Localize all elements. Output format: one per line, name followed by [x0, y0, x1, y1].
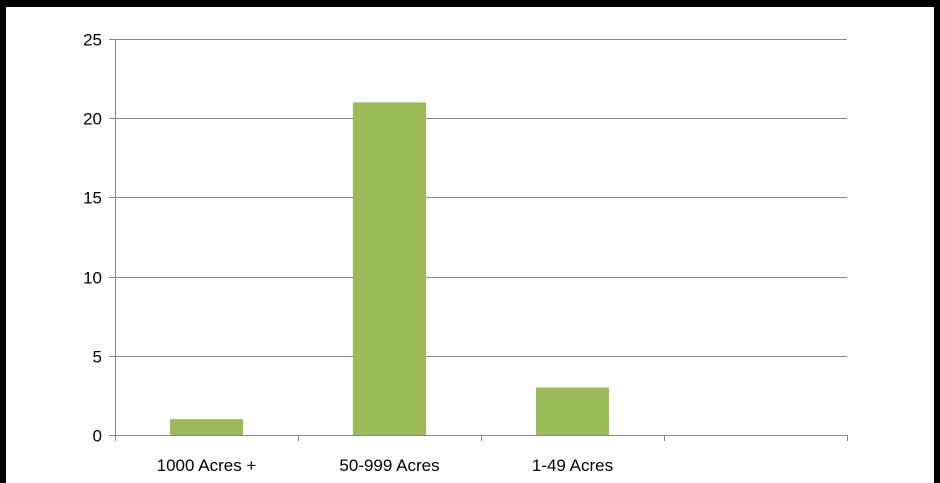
y-tick-label: 5: [93, 348, 102, 367]
gridlines: [115, 39, 847, 357]
bar: [535, 387, 610, 435]
x-tick-labels: 1000 Acres + 50-999 Acres 1-49 Acres: [157, 456, 613, 475]
y-tick-labels: 0 5 10 15 20 25: [83, 31, 102, 446]
x-tick-label: 50-999 Acres: [339, 456, 439, 475]
bar: [352, 102, 427, 436]
axes: [109, 39, 848, 441]
y-tick-label: 0: [93, 427, 102, 446]
y-tick-label: 20: [83, 110, 102, 129]
bars: [169, 102, 610, 436]
bar: [169, 419, 244, 435]
x-tick-label: 1-49 Acres: [532, 456, 613, 475]
x-tick-label: 1000 Acres +: [157, 456, 257, 475]
y-tick-label: 10: [83, 269, 102, 288]
y-tick-label: 15: [83, 189, 102, 208]
y-tick-label: 25: [83, 31, 102, 50]
